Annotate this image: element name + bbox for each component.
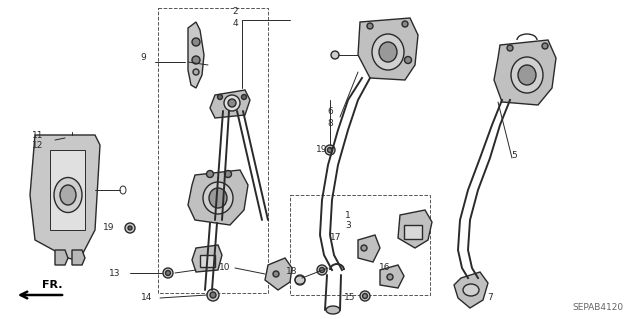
Circle shape [362, 293, 367, 299]
Text: 13: 13 [109, 269, 121, 278]
Polygon shape [210, 90, 250, 118]
Polygon shape [358, 18, 418, 80]
Polygon shape [188, 170, 248, 225]
Text: FR.: FR. [42, 280, 62, 290]
Circle shape [218, 94, 223, 100]
Text: SEPAB4120: SEPAB4120 [572, 303, 623, 313]
Text: 11: 11 [32, 130, 44, 139]
Polygon shape [30, 135, 100, 260]
Circle shape [295, 275, 305, 285]
Ellipse shape [511, 57, 543, 93]
Circle shape [224, 95, 240, 111]
Text: 12: 12 [32, 142, 44, 151]
Ellipse shape [54, 177, 82, 212]
Circle shape [317, 265, 327, 275]
Bar [200, 255, 215, 267]
Text: 16: 16 [380, 263, 391, 272]
Ellipse shape [518, 65, 536, 85]
Text: 3: 3 [345, 221, 351, 231]
Circle shape [128, 226, 132, 230]
Text: 6: 6 [327, 108, 333, 116]
Circle shape [228, 99, 236, 107]
Polygon shape [454, 272, 488, 308]
Circle shape [328, 147, 333, 152]
Circle shape [404, 56, 412, 63]
Polygon shape [380, 265, 404, 288]
Circle shape [319, 268, 324, 272]
Bar [404, 225, 422, 239]
Circle shape [387, 274, 393, 280]
Circle shape [192, 38, 200, 46]
Circle shape [163, 268, 173, 278]
Circle shape [225, 170, 232, 177]
Circle shape [193, 69, 199, 75]
Text: 18: 18 [286, 268, 298, 277]
Bar [290, 195, 430, 295]
Text: 1: 1 [345, 211, 351, 219]
Circle shape [361, 245, 367, 251]
Ellipse shape [326, 306, 340, 314]
Circle shape [402, 21, 408, 27]
Polygon shape [192, 245, 222, 272]
Text: 2: 2 [232, 8, 238, 17]
Circle shape [207, 170, 214, 177]
Polygon shape [55, 250, 68, 265]
Bar [158, 8, 268, 293]
Bar [50, 150, 85, 230]
Polygon shape [494, 40, 556, 105]
Polygon shape [358, 235, 380, 262]
Circle shape [210, 292, 216, 298]
Ellipse shape [372, 34, 404, 70]
Text: 5: 5 [511, 151, 517, 160]
Text: 15: 15 [344, 293, 356, 302]
Circle shape [192, 56, 200, 64]
Ellipse shape [60, 185, 76, 205]
Text: 19: 19 [316, 145, 328, 154]
Text: 14: 14 [141, 293, 153, 302]
Circle shape [207, 289, 219, 301]
Circle shape [325, 145, 335, 155]
Circle shape [241, 94, 246, 100]
Ellipse shape [203, 182, 233, 214]
Circle shape [367, 23, 373, 29]
Circle shape [542, 43, 548, 49]
Text: 17: 17 [330, 234, 342, 242]
Text: 4: 4 [232, 19, 238, 28]
Text: 7: 7 [487, 293, 493, 302]
Text: 19: 19 [103, 224, 115, 233]
Polygon shape [188, 22, 204, 88]
Circle shape [166, 271, 170, 276]
Circle shape [360, 291, 370, 301]
Text: 8: 8 [327, 118, 333, 128]
Polygon shape [265, 258, 292, 290]
Polygon shape [398, 210, 432, 248]
Text: 10: 10 [220, 263, 231, 272]
Ellipse shape [379, 42, 397, 62]
Ellipse shape [463, 284, 479, 296]
Ellipse shape [209, 188, 227, 208]
Circle shape [125, 223, 135, 233]
Polygon shape [72, 250, 85, 265]
Circle shape [331, 51, 339, 59]
Text: 9: 9 [140, 54, 146, 63]
Circle shape [507, 45, 513, 51]
Circle shape [273, 271, 279, 277]
